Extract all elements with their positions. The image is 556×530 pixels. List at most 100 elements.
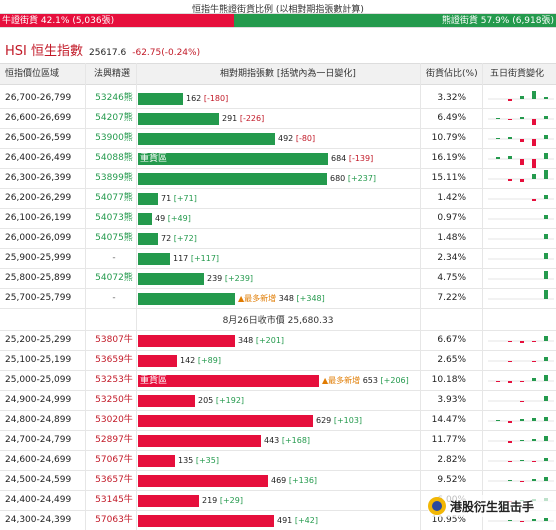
sparkline-bar	[532, 418, 536, 421]
sparkline-bar	[532, 519, 536, 521]
outstanding-pct: 6.67%	[437, 335, 466, 345]
contracts-number: 680	[330, 174, 346, 183]
contracts-value: 492 [-80]	[278, 129, 315, 148]
warrant-code-link[interactable]: 57067牛	[95, 455, 133, 465]
warrant-code-link[interactable]: 52897牛	[95, 435, 133, 445]
contracts-value: 219 [+29]	[202, 491, 243, 510]
daily-change: [+35]	[195, 456, 219, 465]
table-row: 24,900-24,999 53250牛 205 [+192] 3.93%	[0, 391, 556, 411]
warrant-code-link[interactable]: 53246熊	[95, 93, 133, 103]
warrant-code-link[interactable]: 53250牛	[95, 395, 133, 405]
column-divider	[85, 63, 86, 530]
outstanding-pct: 2.82%	[437, 455, 466, 465]
sparkline-bar	[532, 119, 536, 125]
table-row: 26,300-26,399 53899熊 680 [+237] 15.11%	[0, 169, 556, 189]
price-range: 25,800-25,899	[5, 273, 72, 283]
sparkline-bar	[532, 479, 536, 481]
sparkline-bar	[508, 341, 512, 342]
hsi-quote: HSI 恒生指數 25617.6 -62.75(-0.24%)	[5, 40, 200, 59]
table-row: 25,000-25,099 53253牛 重貨區 ▲最多新增 653 [+206] 10…	[0, 371, 556, 391]
daily-change: [+89]	[197, 356, 221, 365]
header-range: 恒指價位區域	[5, 69, 60, 79]
sparkline-bar	[520, 341, 524, 343]
five-day-sparkline	[488, 153, 554, 168]
warrant-code-link[interactable]: 54075熊	[95, 233, 133, 243]
price-range: 26,200-26,299	[5, 193, 72, 203]
warrant-code-link[interactable]: 53253牛	[95, 375, 133, 385]
five-day-sparkline	[488, 436, 554, 443]
contracts-number: 492	[278, 134, 294, 143]
hsi-name: HSI 恒生指數	[5, 44, 83, 59]
daily-change: [+72]	[173, 234, 197, 243]
table-row: 26,000-26,099 54075熊 72 [+72] 1.48%	[0, 229, 556, 249]
five-day-sparkline	[488, 336, 554, 343]
contracts-bar	[138, 213, 152, 225]
contracts-bar	[138, 253, 170, 265]
table-header: 恒指價位區域 法興精選 相對期指張數 [括號內為一日變化] 街貨佔比(%) 五日…	[0, 63, 556, 85]
warrant-code-link[interactable]: 53807牛	[95, 335, 133, 345]
warrant-code-link[interactable]: 53659牛	[95, 355, 133, 365]
sparkline-bar	[520, 117, 524, 119]
price-range: 25,100-25,199	[5, 355, 72, 365]
warrant-code-link[interactable]: 54072熊	[95, 273, 133, 283]
outstanding-pct: 7.22%	[437, 293, 466, 303]
daily-change: [+192]	[215, 396, 245, 405]
warrant-code-link: -	[112, 293, 116, 303]
five-day-sparkline	[488, 290, 554, 300]
sparkline-bar	[520, 460, 524, 461]
header-pct: 街貨佔比(%)	[426, 69, 478, 79]
warrant-code-link[interactable]: 54088熊	[95, 153, 133, 163]
outstanding-pct: 10.18%	[431, 375, 466, 385]
contracts-bar	[138, 395, 195, 407]
five-day-sparkline	[488, 215, 554, 220]
price-range: 25,200-25,299	[5, 335, 72, 345]
warrant-code-link[interactable]: 57063牛	[95, 515, 133, 525]
contracts-value: 205 [+192]	[198, 391, 244, 410]
outstanding-pct: 6.49%	[437, 113, 466, 123]
daily-change: [+237]	[347, 174, 377, 183]
sparkline-bar	[508, 441, 512, 443]
warrant-code-link[interactable]: 53020牛	[95, 415, 133, 425]
sparkline-bar	[544, 518, 548, 521]
warrant-code-link[interactable]: 54077熊	[95, 193, 133, 203]
sparkline-bar	[508, 137, 512, 139]
warrant-code-link[interactable]: 54207熊	[95, 113, 133, 123]
daily-change: [-139]	[348, 154, 374, 163]
outstanding-pct: 2.65%	[437, 355, 466, 365]
five-day-sparkline	[488, 396, 554, 402]
contracts-number: 71	[161, 194, 172, 203]
outstanding-pct: 15.11%	[431, 173, 466, 183]
price-range: 26,400-26,499	[5, 153, 72, 163]
sparkline-bar	[508, 179, 512, 181]
hsi-change: -62.75(-0.24%)	[132, 48, 201, 58]
warrant-code-link[interactable]: 53899熊	[95, 173, 133, 183]
contracts-value: 443 [+168]	[264, 431, 310, 450]
five-day-sparkline	[488, 375, 554, 383]
warrant-code-link[interactable]: 53657牛	[95, 475, 133, 485]
hsi-price: 25617.6	[89, 48, 127, 58]
five-day-sparkline	[488, 518, 554, 522]
warrant-code-link[interactable]: 53145牛	[95, 495, 133, 505]
sparkline-bar	[508, 421, 512, 423]
five-day-sparkline	[488, 417, 554, 423]
sparkline-bar	[532, 139, 536, 146]
sparkline-bar	[508, 381, 512, 383]
warrant-code-link[interactable]: 53900熊	[95, 133, 133, 143]
sparkline-bar	[520, 521, 524, 522]
table-row: 25,100-25,199 53659牛 142 [+89] 2.65%	[0, 351, 556, 371]
contracts-number: 348	[238, 336, 254, 345]
warrant-code-link[interactable]: 54073熊	[95, 213, 133, 223]
price-range: 24,500-24,599	[5, 475, 72, 485]
five-day-sparkline	[488, 91, 554, 101]
contracts-bar	[138, 93, 183, 105]
sparkline-bar	[544, 170, 548, 179]
contracts-value: 629 [+103]	[316, 411, 362, 430]
contracts-number: 49	[155, 214, 166, 223]
contracts-number: 348	[278, 294, 294, 303]
table-row: 26,200-26,299 54077熊 71 [+71] 1.42%	[0, 189, 556, 209]
five-day-sparkline	[488, 234, 554, 240]
price-range: 24,600-24,699	[5, 455, 72, 465]
sparkline-bar	[544, 271, 548, 279]
contracts-bar	[138, 355, 177, 367]
header-code: 法興精選	[94, 69, 131, 79]
